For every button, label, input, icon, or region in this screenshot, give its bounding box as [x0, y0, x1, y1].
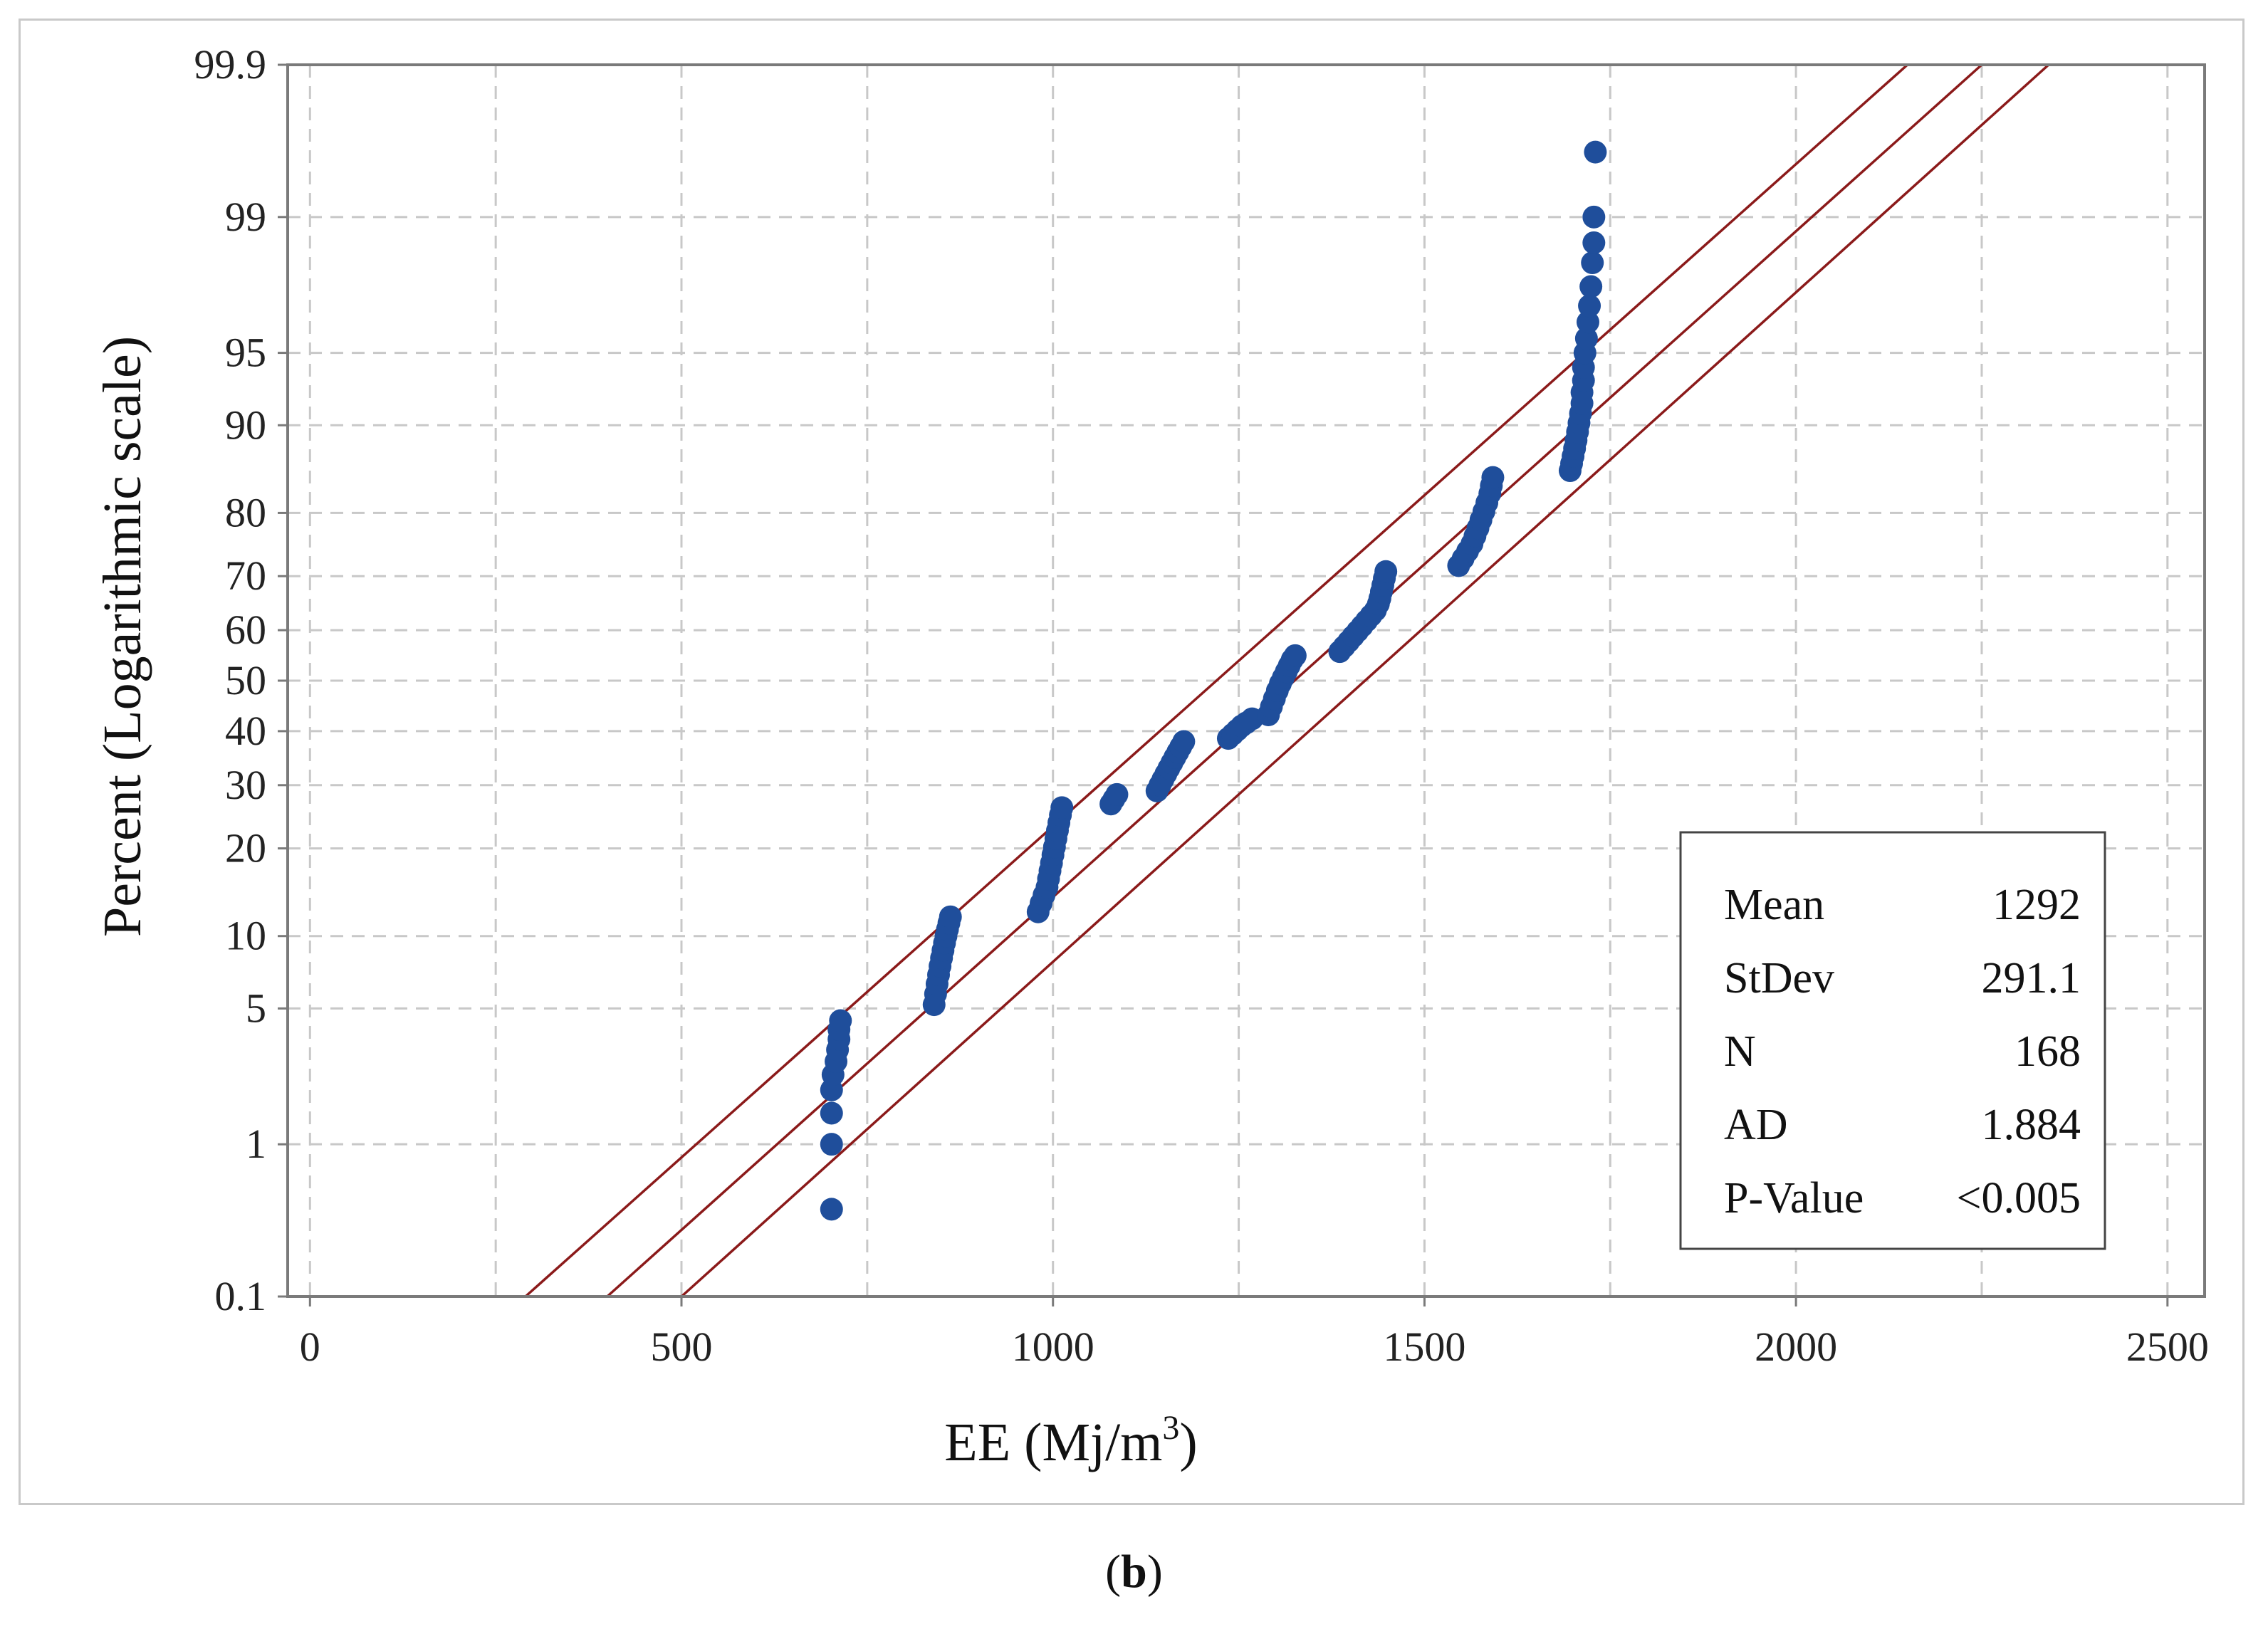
y-tick-label: 10: [225, 913, 266, 959]
figure-caption: (b): [0, 1545, 2268, 1599]
data-point: [1579, 275, 1603, 298]
x-tick-label: 1500: [1383, 1324, 1465, 1370]
data-point: [1172, 730, 1196, 753]
y-tick-label: 20: [225, 825, 266, 871]
stats-label: P-Value: [1724, 1174, 1864, 1222]
x-tick-label: 500: [651, 1324, 713, 1370]
y-tick-label: 90: [225, 402, 266, 448]
data-point: [1105, 782, 1129, 806]
y-tick-label: 70: [225, 552, 266, 599]
y-tick-label: 60: [225, 607, 266, 653]
data-point: [939, 905, 962, 928]
data-point: [1584, 140, 1607, 164]
y-tick-label: 1: [246, 1121, 266, 1167]
caption-open: (: [1105, 1546, 1122, 1598]
line-upper-ci: [524, 63, 1908, 1298]
x-tick-label: 1000: [1012, 1324, 1094, 1370]
data-point: [1050, 796, 1074, 819]
x-tick-label: 2000: [1755, 1324, 1837, 1370]
x-axis-label-main: EE (Mj/m: [944, 1413, 1162, 1472]
x-axis-label: EE (Mj/m3): [944, 1409, 1197, 1472]
y-tick-label: 99.9: [194, 41, 267, 88]
data-point: [820, 1133, 843, 1156]
stats-value: <0.005: [1957, 1174, 2081, 1222]
data-point: [1374, 560, 1398, 583]
stats-value: 1292: [1992, 881, 2081, 929]
y-tick-label: 40: [225, 708, 266, 754]
y-tick-label: 5: [246, 985, 266, 1031]
y-tick-label: 80: [225, 489, 266, 535]
data-point: [1581, 251, 1604, 275]
data-point: [829, 1009, 852, 1032]
stats-label: AD: [1724, 1101, 1788, 1149]
stats-value: 291.1: [1982, 954, 2081, 1002]
data-points: [820, 140, 1607, 1221]
data-point: [1582, 231, 1606, 254]
stats-value: 1.884: [1982, 1101, 2081, 1149]
x-axis-label-superscript: 3: [1162, 1409, 1179, 1447]
stats-label: Mean: [1724, 881, 1824, 929]
data-point: [1578, 294, 1601, 318]
stats-value: 168: [2014, 1027, 2081, 1076]
data-point: [1582, 205, 1606, 229]
y-tick-label: 95: [225, 330, 266, 376]
line-lower-ci: [680, 63, 2050, 1298]
stats-label: StDev: [1724, 954, 1834, 1002]
data-point: [820, 1101, 843, 1125]
stats-label: N: [1724, 1027, 1756, 1076]
y-tick-label: 0.1: [215, 1273, 267, 1319]
data-point: [1481, 466, 1505, 489]
data-point: [1574, 327, 1598, 350]
y-tick-label: 30: [225, 762, 266, 808]
caption-close: ): [1146, 1546, 1163, 1598]
x-tick-label: 2500: [2126, 1324, 2209, 1370]
stats-box: Mean 1292 StDev 291.1 N 168 AD 1.884 P-Value <0.0…: [1679, 831, 2106, 1250]
chart-frame: 0 500 1000 1500 2000 2500 0.1 1 5 10 20 30 40 50 60 70 8…: [19, 19, 2245, 1505]
y-tick-label: 50: [225, 657, 266, 703]
data-point: [1283, 644, 1307, 667]
data-point: [820, 1198, 843, 1221]
y-tick-label: 99: [225, 194, 266, 240]
x-axis-label-close: ): [1179, 1413, 1197, 1472]
x-tick-label: 0: [300, 1324, 320, 1370]
y-axis-label: Percent (Logarithmic scale): [93, 336, 152, 937]
caption-letter: b: [1121, 1546, 1147, 1598]
